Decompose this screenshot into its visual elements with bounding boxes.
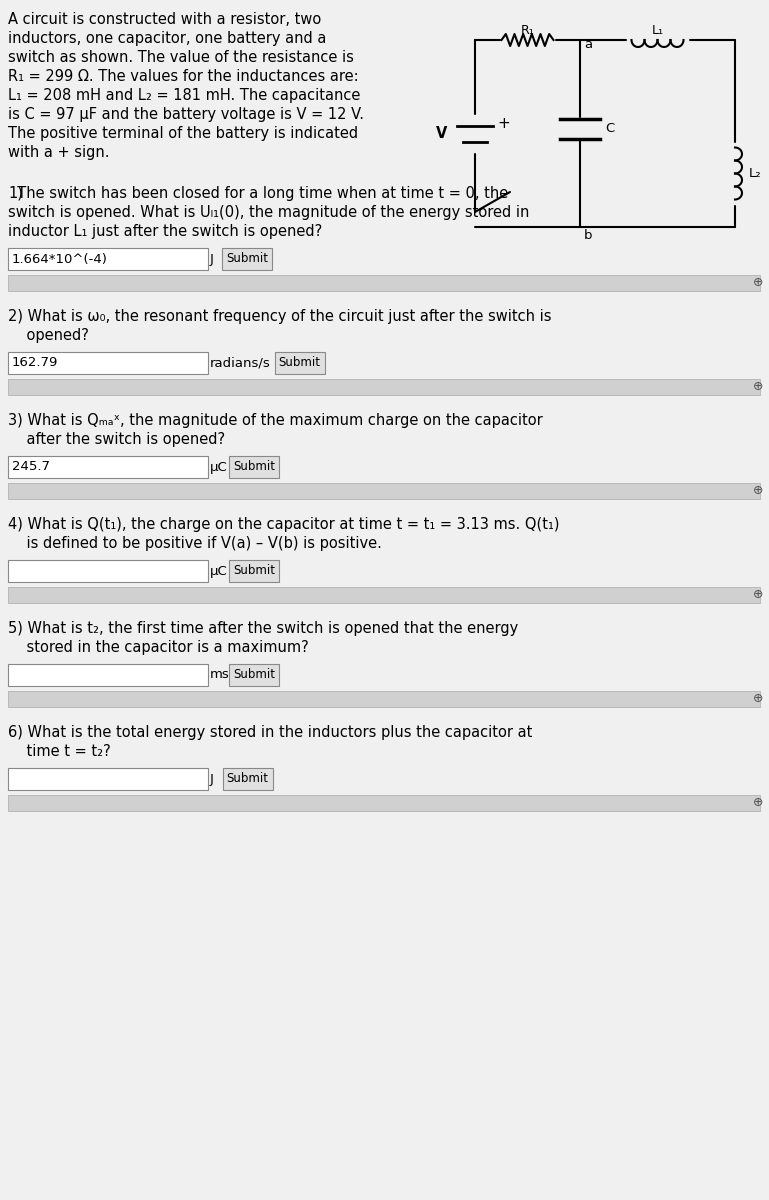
Text: J: J <box>210 252 214 265</box>
Bar <box>8 560 208 582</box>
Text: ms: ms <box>210 668 230 682</box>
Text: The positive terminal of the battery is indicated: The positive terminal of the battery is … <box>8 126 358 140</box>
Text: ⊕: ⊕ <box>753 276 764 289</box>
Text: Submit: Submit <box>226 252 268 265</box>
Text: ⊕: ⊕ <box>753 797 764 810</box>
Text: ⊕: ⊕ <box>753 380 764 394</box>
Text: Submit: Submit <box>233 668 275 682</box>
Text: opened?: opened? <box>8 328 89 343</box>
Bar <box>222 768 272 790</box>
Text: is defined to be positive if V(a) – V(b) is positive.: is defined to be positive if V(a) – V(b)… <box>8 536 382 551</box>
Text: a: a <box>584 38 592 50</box>
Text: is C = 97 μF and the battery voltage is V = 12 V.: is C = 97 μF and the battery voltage is … <box>8 107 364 122</box>
Bar <box>8 482 760 499</box>
Text: The switch has been closed for a long time when at time t = 0, the: The switch has been closed for a long ti… <box>8 186 508 200</box>
Bar <box>222 248 272 270</box>
Text: inductors, one capacitor, one battery and a: inductors, one capacitor, one battery an… <box>8 31 326 46</box>
Text: R₁: R₁ <box>521 24 534 37</box>
Text: inductor L₁ just after the switch is opened?: inductor L₁ just after the switch is ope… <box>8 224 322 239</box>
Text: 162.79: 162.79 <box>12 356 58 370</box>
Text: 245.7: 245.7 <box>12 461 50 474</box>
Bar <box>8 352 208 374</box>
Text: Submit: Submit <box>227 773 268 786</box>
Text: V: V <box>435 126 447 140</box>
Text: Submit: Submit <box>233 461 275 474</box>
Bar <box>229 560 279 582</box>
Bar <box>8 379 760 395</box>
Bar <box>8 664 208 686</box>
Text: 4) What is Q(t₁), the charge on the capacitor at time t = t₁ = 3.13 ms. Q(t₁): 4) What is Q(t₁), the charge on the capa… <box>8 517 560 532</box>
Text: 5) What is t₂, the first time after the switch is opened that the energy: 5) What is t₂, the first time after the … <box>8 622 518 636</box>
Text: +: + <box>497 116 510 131</box>
Text: radians/s: radians/s <box>210 356 271 370</box>
Text: Submit: Submit <box>278 356 321 370</box>
Text: R₁ = 299 Ω. The values for the inductances are:: R₁ = 299 Ω. The values for the inductanc… <box>8 68 358 84</box>
Bar <box>8 456 208 478</box>
Text: b: b <box>584 229 592 242</box>
Text: L₂: L₂ <box>749 167 761 180</box>
Text: 1.664*10^(-4): 1.664*10^(-4) <box>12 252 108 265</box>
Text: 1): 1) <box>8 186 23 200</box>
Text: after the switch is opened?: after the switch is opened? <box>8 432 225 446</box>
Text: μC: μC <box>210 564 228 577</box>
Text: 6) What is the total energy stored in the inductors plus the capacitor at: 6) What is the total energy stored in th… <box>8 725 532 740</box>
Text: ⊕: ⊕ <box>753 692 764 706</box>
Bar <box>8 248 208 270</box>
Text: 2) What is ω₀, the resonant frequency of the circuit just after the switch is: 2) What is ω₀, the resonant frequency of… <box>8 308 551 324</box>
Bar <box>275 352 325 374</box>
Text: A circuit is constructed with a resistor, two: A circuit is constructed with a resistor… <box>8 12 321 26</box>
Text: L₁ = 208 mH and L₂ = 181 mH. The capacitance: L₁ = 208 mH and L₂ = 181 mH. The capacit… <box>8 88 361 103</box>
Bar <box>8 691 760 707</box>
Bar <box>8 794 760 811</box>
Text: switch is opened. What is Uₗ₁(0), the magnitude of the energy stored in: switch is opened. What is Uₗ₁(0), the ma… <box>8 205 529 220</box>
Bar <box>229 456 279 478</box>
Text: ⊕: ⊕ <box>753 588 764 601</box>
Text: ⊕: ⊕ <box>753 485 764 498</box>
Bar <box>8 768 208 790</box>
Bar <box>8 587 760 602</box>
Text: switch as shown. The value of the resistance is: switch as shown. The value of the resist… <box>8 50 354 65</box>
Text: time t = t₂?: time t = t₂? <box>8 744 111 758</box>
Text: L₁: L₁ <box>651 24 664 37</box>
Text: with a + sign.: with a + sign. <box>8 145 109 160</box>
Text: C: C <box>605 122 614 134</box>
Text: stored in the capacitor is a maximum?: stored in the capacitor is a maximum? <box>8 640 308 655</box>
Bar <box>8 275 760 290</box>
Bar <box>229 664 279 686</box>
Text: Submit: Submit <box>233 564 275 577</box>
Text: μC: μC <box>210 461 228 474</box>
Text: 3) What is Qₘₐˣ, the magnitude of the maximum charge on the capacitor: 3) What is Qₘₐˣ, the magnitude of the ma… <box>8 413 543 428</box>
Text: J: J <box>210 773 214 786</box>
